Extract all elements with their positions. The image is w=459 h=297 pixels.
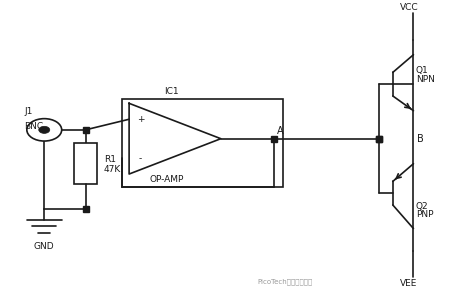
Text: 47K: 47K xyxy=(104,165,121,174)
Text: OP-AMP: OP-AMP xyxy=(150,175,184,184)
Circle shape xyxy=(39,126,50,133)
Text: VEE: VEE xyxy=(399,279,417,287)
Text: +: + xyxy=(136,115,144,124)
Text: VCC: VCC xyxy=(399,3,417,12)
Text: B: B xyxy=(416,134,423,144)
Text: -: - xyxy=(139,154,142,163)
Bar xyxy=(122,99,282,187)
Text: BNC: BNC xyxy=(24,121,44,131)
Circle shape xyxy=(27,119,62,141)
Text: PicoTech英国比克科技: PicoTech英国比克科技 xyxy=(257,278,312,285)
Text: PNP: PNP xyxy=(415,210,432,219)
Bar xyxy=(74,143,97,184)
Text: GND: GND xyxy=(34,242,55,251)
Text: R1: R1 xyxy=(104,155,116,164)
Text: Q2: Q2 xyxy=(415,202,427,211)
Text: Q1: Q1 xyxy=(415,67,427,75)
Text: NPN: NPN xyxy=(415,75,434,84)
Text: J1: J1 xyxy=(24,107,33,116)
Text: IC1: IC1 xyxy=(164,87,179,96)
Text: A: A xyxy=(277,126,283,136)
